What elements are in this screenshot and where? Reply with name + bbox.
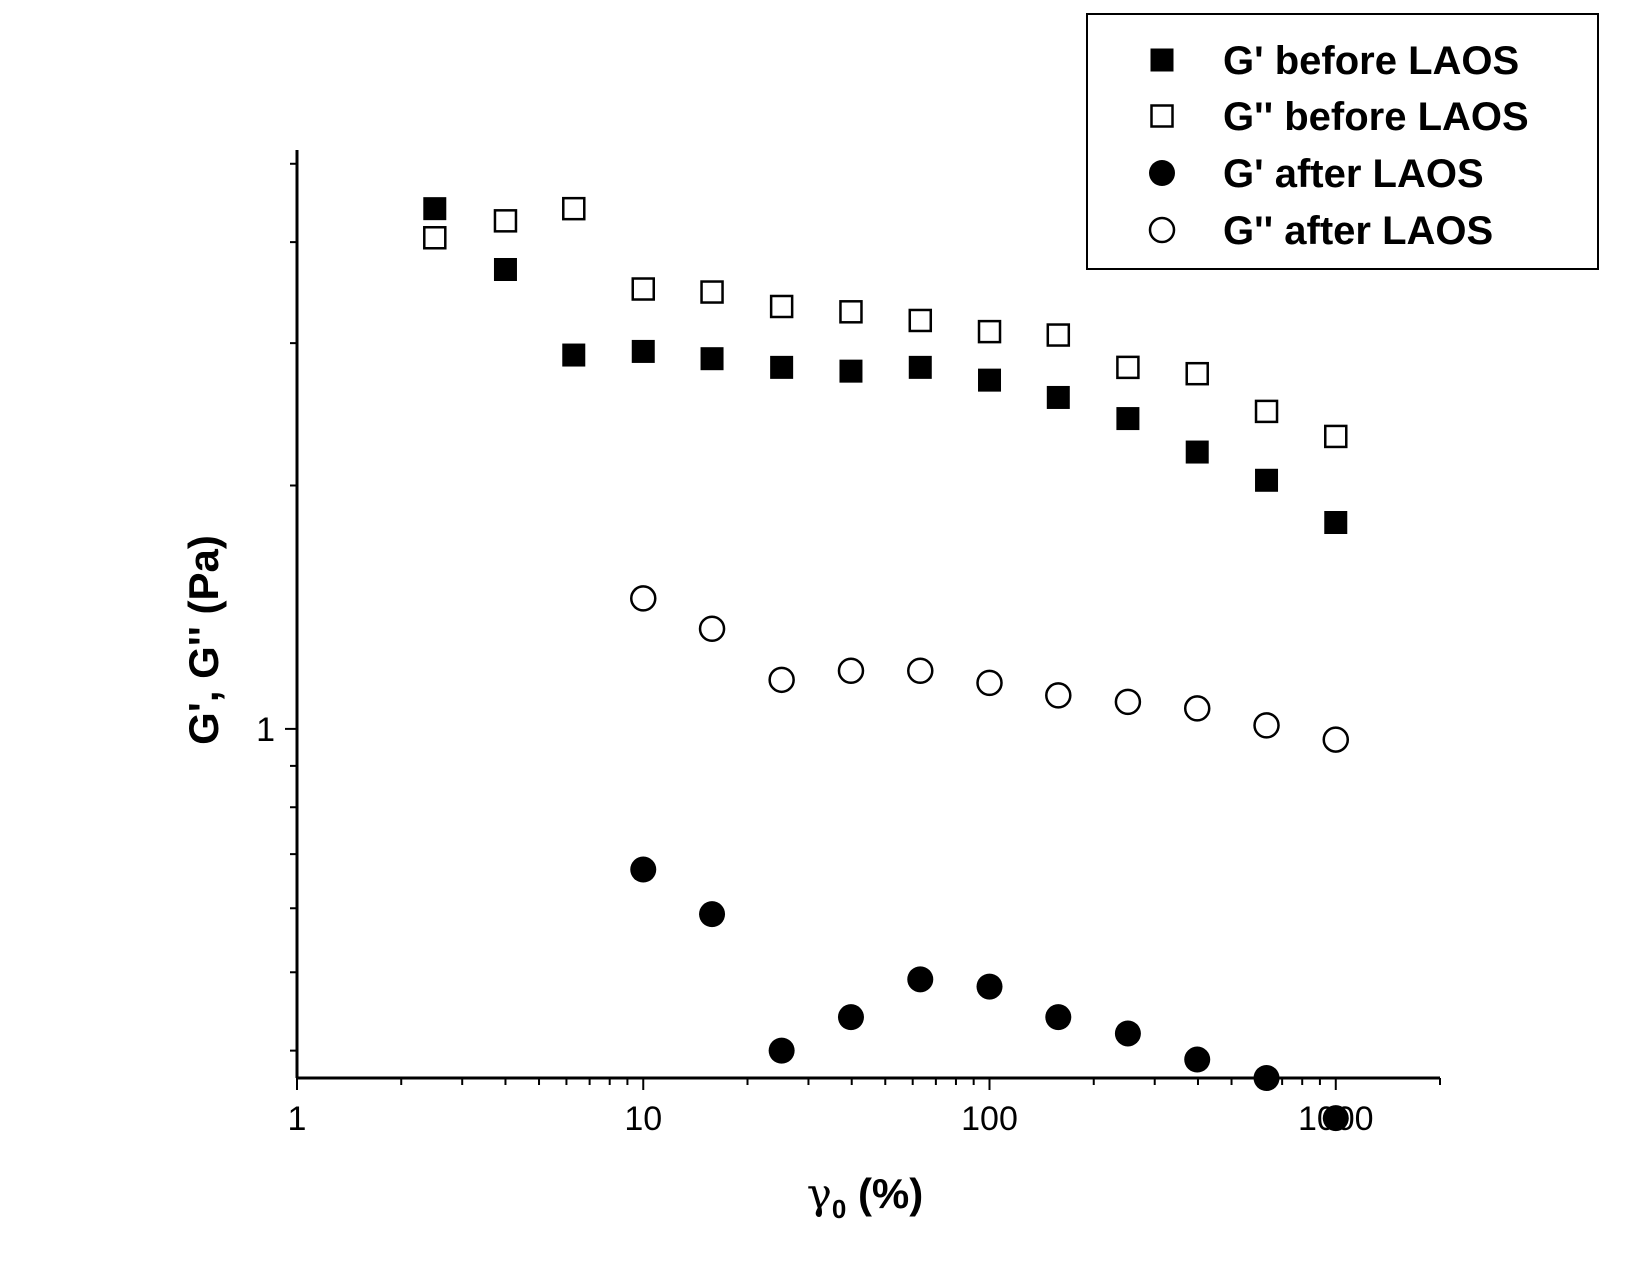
series-1	[423, 197, 1348, 535]
data-point	[1046, 323, 1071, 347]
data-point	[630, 585, 657, 612]
data-point	[631, 339, 655, 363]
axes: 11010010001	[256, 150, 1441, 1138]
data-point	[839, 300, 863, 324]
data-point	[1185, 440, 1209, 464]
legend-item: G' after LAOS	[1149, 152, 1484, 196]
x-axis-symbol: γ	[807, 1169, 832, 1218]
data-point	[1114, 1020, 1141, 1047]
data-point	[1045, 682, 1072, 709]
legend-marker	[1150, 48, 1174, 72]
data-point	[630, 856, 657, 883]
x-axis-subscript: 0	[832, 1194, 846, 1224]
data-point	[1046, 385, 1070, 409]
legend-marker	[1149, 160, 1175, 186]
data-point	[1045, 1004, 1072, 1031]
series-4	[630, 585, 1350, 753]
data-point	[423, 226, 447, 250]
data-point	[1183, 695, 1211, 722]
data-point	[908, 355, 932, 379]
data-point	[1255, 468, 1279, 492]
y-tick-label: 1	[256, 711, 275, 749]
legend-item: G' before LAOS	[1150, 39, 1519, 83]
data-point	[976, 669, 1003, 697]
legend-marker	[1148, 216, 1176, 244]
data-point	[769, 294, 794, 319]
legend-marker	[1150, 104, 1174, 128]
data-point	[1253, 712, 1280, 739]
legend-label: G' after LAOS	[1223, 152, 1484, 196]
series-3	[630, 856, 1349, 1132]
data-point	[1324, 511, 1348, 535]
data-point	[907, 966, 934, 993]
data-point	[493, 209, 518, 233]
data-point	[837, 1004, 864, 1031]
data-point	[562, 196, 586, 221]
legend: G' before LAOS G'' before LAOS G' after LA…	[1086, 13, 1599, 270]
data-point	[768, 1037, 795, 1064]
legend-label: G'' after LAOS	[1223, 209, 1493, 253]
data-point	[837, 657, 865, 685]
x-tick-label: 10	[624, 1100, 662, 1138]
data-point	[631, 277, 656, 301]
data-point	[1184, 1046, 1211, 1073]
data-point	[698, 615, 726, 643]
legend-label: G'' before LAOS	[1223, 95, 1529, 139]
data-point	[770, 355, 794, 379]
data-point	[1185, 361, 1209, 386]
data-point	[976, 973, 1003, 1000]
data-point	[1322, 726, 1350, 753]
x-axis-title: γ0 (%)	[807, 1169, 924, 1224]
data-marks	[423, 196, 1350, 1132]
data-point	[839, 359, 863, 383]
x-tick-label: 100	[961, 1100, 1018, 1138]
y-axis-title: G', G'' (Pa)	[180, 535, 227, 745]
data-point	[768, 666, 795, 694]
data-point	[700, 280, 724, 304]
legend-item: G'' before LAOS	[1150, 95, 1529, 139]
data-point	[977, 319, 1002, 344]
x-tick-label: 1	[288, 1100, 307, 1138]
data-point	[907, 657, 934, 685]
data-point	[562, 343, 586, 367]
data-point	[1324, 424, 1348, 449]
legend-item: G'' after LAOS	[1148, 209, 1493, 253]
legend-label: G' before LAOS	[1223, 39, 1519, 83]
data-point	[978, 368, 1002, 392]
data-point	[1114, 688, 1142, 716]
data-point	[700, 347, 724, 371]
x-axis-unit: (%)	[846, 1170, 923, 1217]
data-point	[1254, 399, 1279, 424]
data-point	[1116, 355, 1140, 380]
data-point	[1322, 1105, 1349, 1132]
data-point	[423, 197, 447, 221]
data-point	[1253, 1065, 1280, 1091]
series-2	[423, 196, 1348, 449]
data-point	[699, 901, 726, 928]
data-point	[908, 308, 933, 333]
data-point	[1116, 407, 1140, 431]
data-point	[493, 257, 517, 281]
